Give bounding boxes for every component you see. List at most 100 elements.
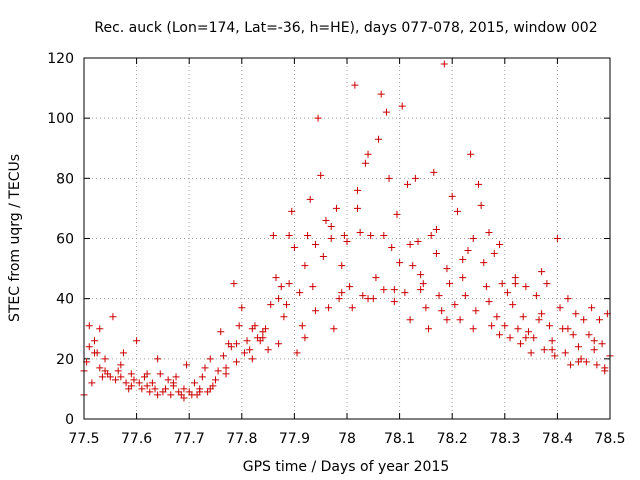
data-point <box>338 289 346 297</box>
data-point <box>503 289 511 297</box>
data-point <box>172 373 180 381</box>
data-point <box>85 343 93 351</box>
plot-frame <box>83 57 611 420</box>
data-point <box>167 391 175 399</box>
data-point <box>217 328 225 336</box>
data-point <box>548 337 556 345</box>
data-point <box>406 316 414 324</box>
data-point <box>443 265 451 273</box>
data-point <box>206 385 214 393</box>
data-point <box>553 235 561 242</box>
data-point <box>493 313 501 321</box>
data-point <box>314 114 322 122</box>
x-tick-label: 78.1 <box>384 431 415 447</box>
data-point <box>498 280 506 288</box>
data-point <box>180 385 188 393</box>
data-point <box>485 228 493 236</box>
data-point <box>356 228 364 236</box>
x-tick-label: 78.2 <box>437 431 468 447</box>
data-point <box>556 304 564 312</box>
data-point <box>246 346 254 354</box>
data-point <box>477 201 485 209</box>
data-point <box>127 382 135 390</box>
x-tick-label: 78 <box>338 431 356 447</box>
y-tick-label: 120 <box>47 51 74 67</box>
data-point <box>164 376 172 384</box>
data-point <box>417 286 425 294</box>
data-point <box>532 292 540 300</box>
data-point <box>91 349 99 357</box>
data-point <box>106 373 114 381</box>
data-point <box>151 385 159 393</box>
data-point <box>169 379 177 387</box>
data-point <box>317 171 325 179</box>
data-point <box>269 231 277 239</box>
data-point <box>527 349 535 357</box>
data-point <box>574 358 582 366</box>
data-point <box>354 204 362 212</box>
data-point <box>259 334 267 342</box>
data-point <box>482 283 490 291</box>
data-point <box>538 268 546 276</box>
data-point <box>564 325 572 333</box>
data-point <box>443 316 451 324</box>
x-tick-label: 77.9 <box>279 431 310 447</box>
data-point <box>332 204 340 212</box>
x-tick-label: 78.5 <box>594 431 625 447</box>
data-point <box>340 231 348 239</box>
data-point <box>88 379 96 387</box>
x-tick-label: 77.8 <box>226 431 257 447</box>
data-point <box>238 304 246 312</box>
data-point <box>117 361 125 369</box>
data-point <box>277 283 285 291</box>
data-point <box>524 328 532 336</box>
data-point <box>432 225 440 233</box>
data-point <box>377 90 385 98</box>
data-point <box>598 340 606 348</box>
data-point <box>509 301 517 309</box>
data-point <box>506 334 514 342</box>
data-point <box>448 192 456 200</box>
data-point <box>540 346 548 354</box>
data-point <box>183 361 191 369</box>
data-point <box>133 337 141 345</box>
data-point <box>135 379 143 387</box>
data-point <box>561 349 569 357</box>
data-point <box>222 370 230 378</box>
data-point <box>582 358 590 366</box>
data-point <box>127 370 135 378</box>
data-point <box>422 304 430 312</box>
data-point <box>446 280 454 288</box>
data-point <box>298 322 306 330</box>
data-point <box>248 355 256 363</box>
y-tick-label: 60 <box>56 232 74 248</box>
data-point <box>283 301 291 309</box>
data-point <box>190 379 198 387</box>
data-point <box>427 231 435 239</box>
data-point <box>240 349 248 357</box>
data-point <box>285 231 293 239</box>
data-point <box>396 259 404 267</box>
data-point <box>143 370 151 378</box>
data-point <box>569 331 577 339</box>
data-point <box>156 370 164 378</box>
data-point <box>275 295 283 303</box>
data-point <box>398 102 406 110</box>
y-tick-label: 40 <box>56 292 74 308</box>
data-point <box>411 174 419 182</box>
data-point <box>311 307 319 315</box>
data-point <box>440 60 448 68</box>
data-point <box>430 168 438 176</box>
x-tick-label: 77.7 <box>174 431 205 447</box>
data-point <box>390 286 398 294</box>
data-point <box>425 325 433 333</box>
data-point <box>293 349 301 357</box>
x-axis-label: GPS time / Days of year 2015 <box>243 459 450 475</box>
data-point <box>143 382 151 390</box>
y-tick-label: 80 <box>56 171 74 187</box>
data-point <box>364 295 372 303</box>
data-point <box>453 207 461 215</box>
y-tick-label: 0 <box>65 412 74 428</box>
